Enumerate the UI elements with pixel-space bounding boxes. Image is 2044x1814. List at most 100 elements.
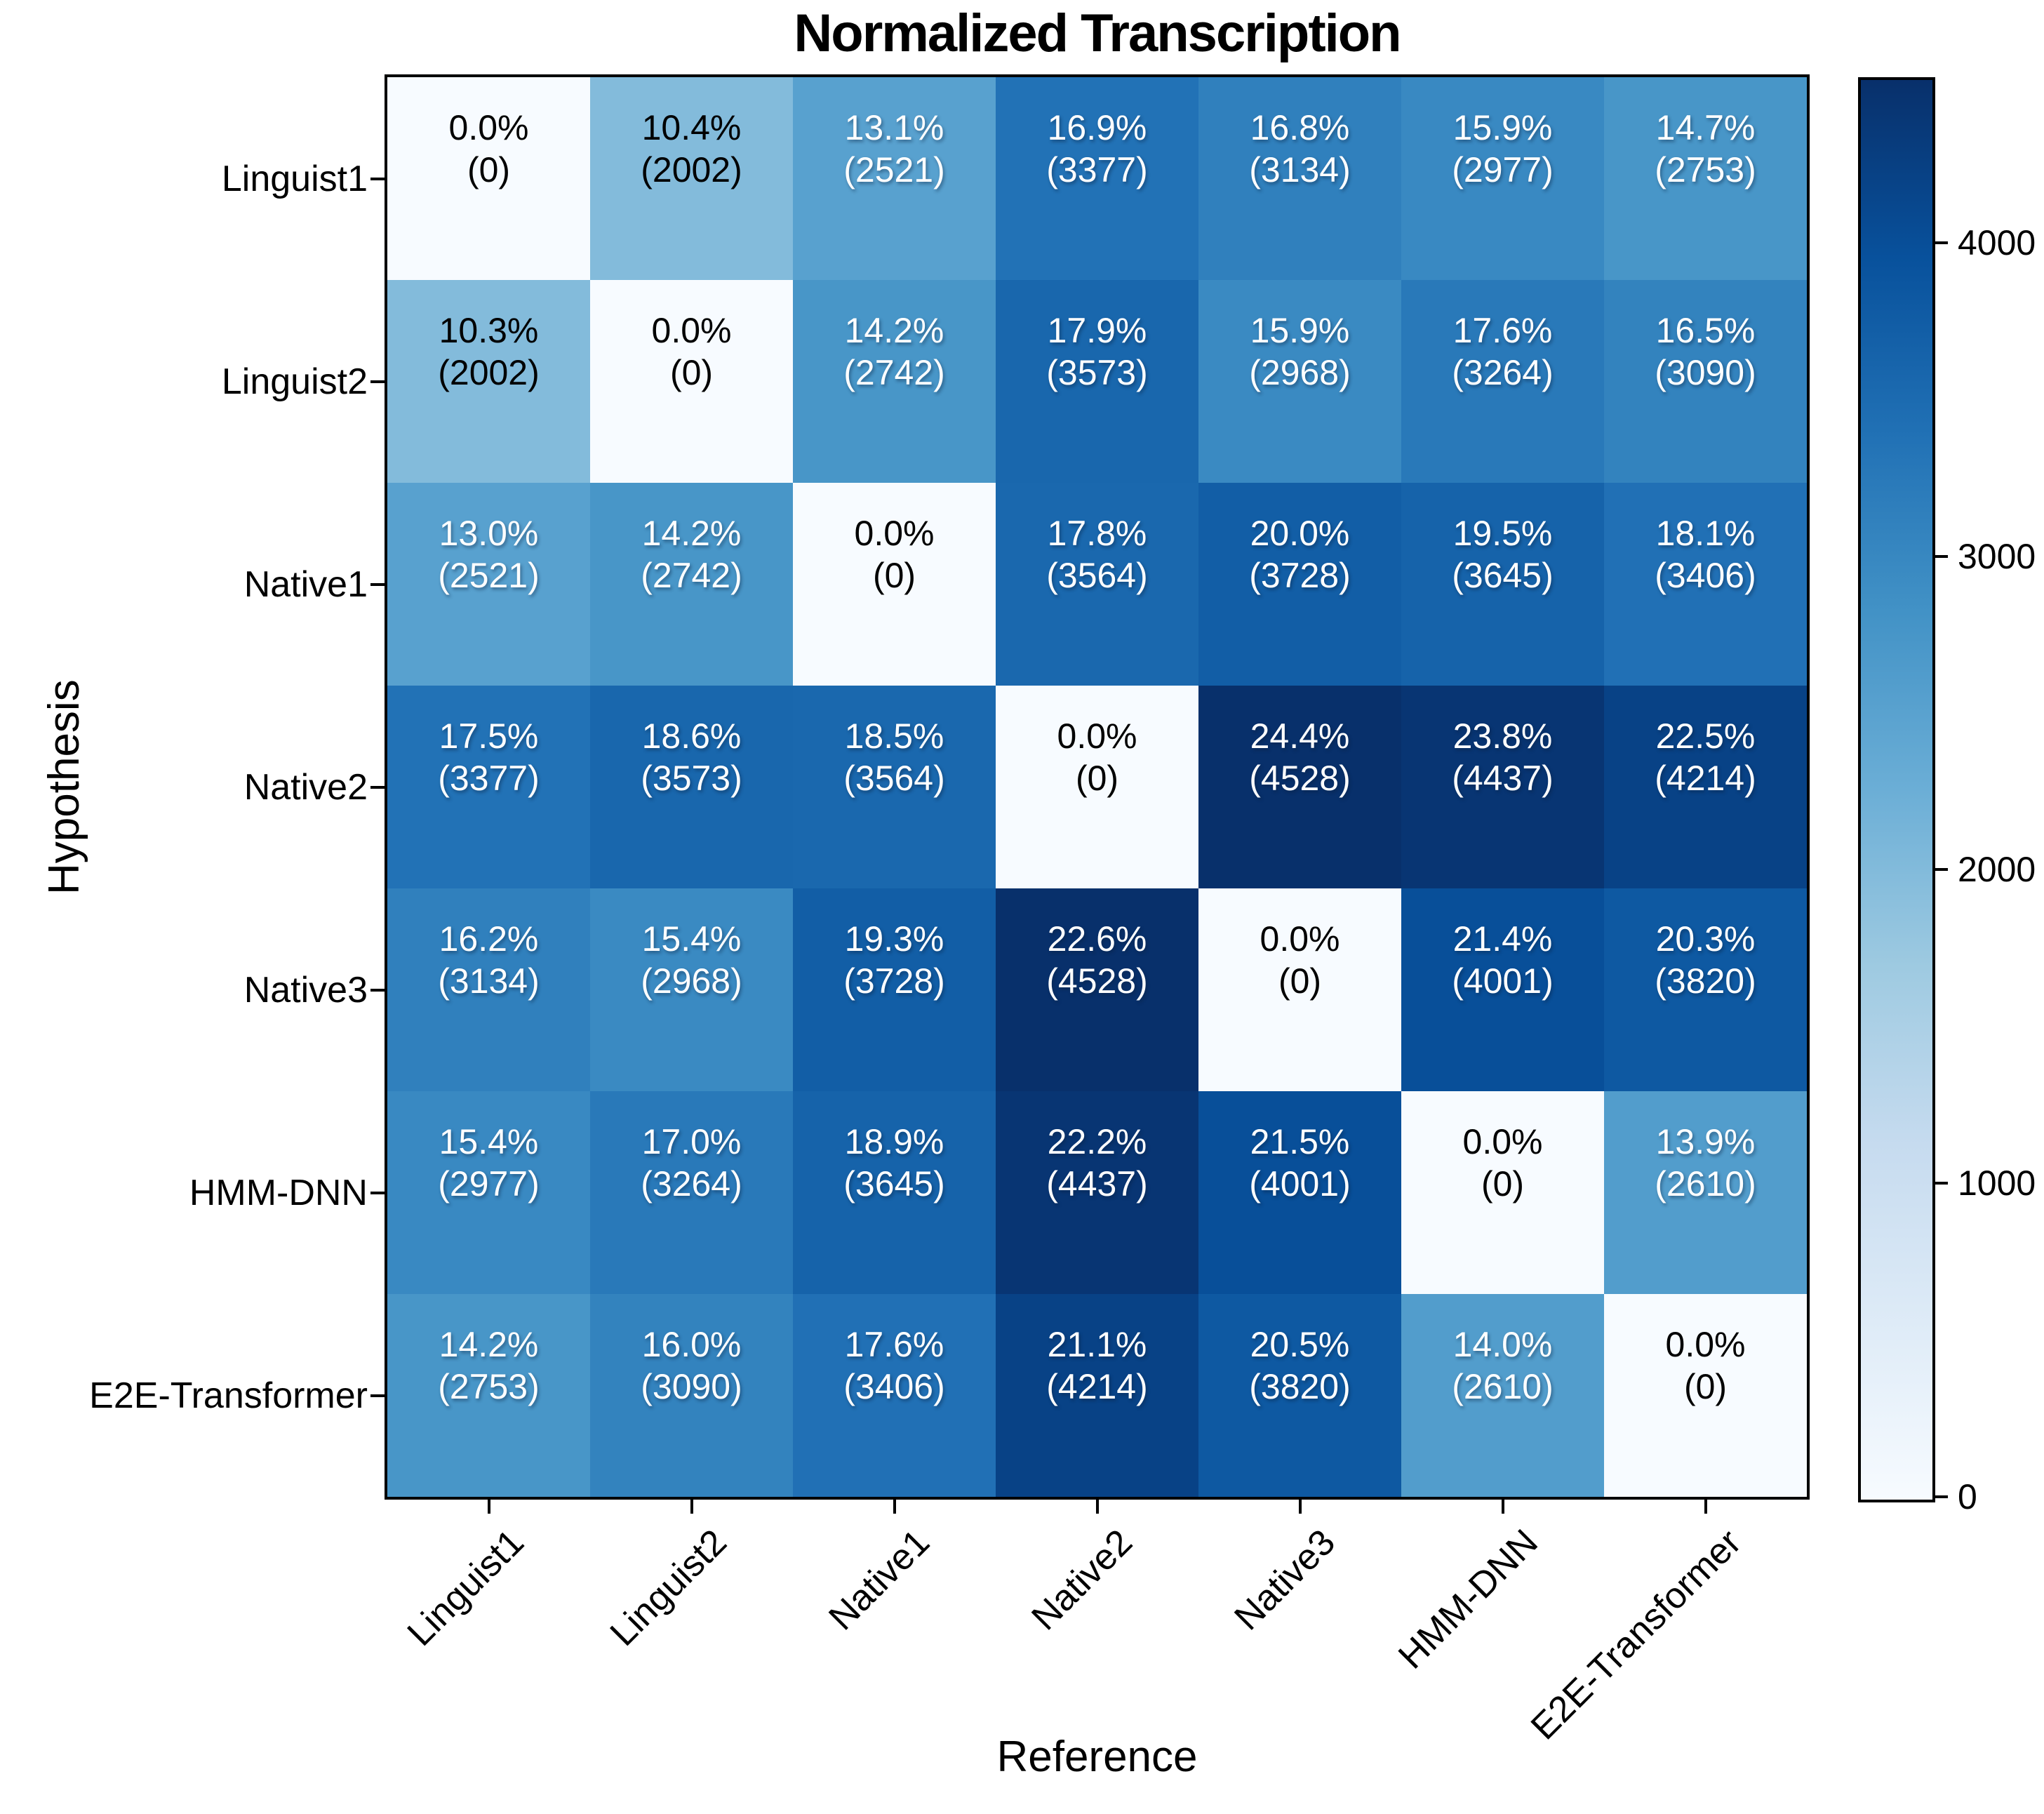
heatmap-cell: 14.7% (2753) (1604, 77, 1807, 280)
heatmap-cell: 21.5% (4001) (1198, 1091, 1401, 1294)
heatmap-cell: 10.3% (2002) (387, 280, 590, 483)
heatmap-cell: 0.0% (0) (387, 77, 590, 280)
cell-count: (3134) (438, 961, 540, 1001)
heatmap-cell: 20.3% (3820) (1604, 888, 1807, 1091)
heatmap-cell: 16.8% (3134) (1198, 77, 1401, 280)
colorbar-tick-label: 4000 (1958, 222, 2036, 262)
cell-percent: 16.8% (1250, 108, 1350, 147)
cell-count: (3820) (1655, 961, 1756, 1001)
heatmap-grid: 0.0% (0) 10.4% (2002) 13.1% (2521) 16.9% (3377)… (387, 77, 1807, 1497)
cell-count: (3645) (843, 1164, 945, 1203)
y-tick-mark (370, 582, 386, 586)
cell-percent: 18.5% (844, 716, 944, 756)
cell-percent: 15.9% (1452, 108, 1553, 147)
cell-count: (3573) (1046, 353, 1148, 392)
cell-count: (2977) (438, 1164, 540, 1203)
cell-percent: 18.1% (1655, 514, 1756, 553)
cell-percent: 24.4% (1250, 716, 1350, 756)
heatmap-cell: 14.2% (2742) (793, 280, 996, 483)
heatmap-cell: 24.4% (4528) (1198, 686, 1401, 888)
heatmap-cell: 0.0% (0) (793, 483, 996, 686)
heatmap-cell: 17.6% (3264) (1401, 280, 1604, 483)
heatmap-cell: 15.9% (2977) (1401, 77, 1604, 280)
cell-percent: 17.9% (1047, 311, 1147, 350)
cell-count: (3728) (843, 961, 945, 1001)
cell-count: (2610) (1452, 1367, 1554, 1406)
cell-percent: 21.1% (1047, 1325, 1147, 1364)
colorbar-tick-label: 0 (1958, 1477, 1977, 1516)
cell-percent: 14.7% (1655, 108, 1756, 147)
x-tick-label: Native1 (821, 1521, 938, 1639)
cell-percent: 14.2% (844, 311, 944, 350)
cell-percent: 17.5% (439, 716, 539, 756)
cell-count: (2610) (1655, 1164, 1756, 1203)
cell-count: (3377) (1046, 150, 1148, 189)
y-tick-mark (370, 380, 386, 383)
cell-count: (3406) (1655, 556, 1756, 595)
cell-count: (4001) (1249, 1164, 1351, 1203)
cell-count: (2742) (843, 353, 945, 392)
cell-percent: 0.0% (1260, 919, 1340, 959)
y-tick-label: Native3 (243, 969, 368, 1011)
heatmap-cell: 16.0% (3090) (590, 1294, 793, 1497)
cell-percent: 16.2% (439, 919, 539, 959)
heatmap-cell: 21.4% (4001) (1401, 888, 1604, 1091)
cell-count: (4214) (1046, 1367, 1148, 1406)
heatmap-cell: 10.4% (2002) (590, 77, 793, 280)
cell-percent: 21.4% (1452, 919, 1553, 959)
heatmap-cell: 13.1% (2521) (793, 77, 996, 280)
x-tick-label: Native2 (1024, 1521, 1141, 1639)
heatmap-cell: 18.5% (3564) (793, 686, 996, 888)
cell-count: (0) (669, 353, 714, 392)
cell-count: (2968) (641, 961, 742, 1001)
heatmap-cell: 22.5% (4214) (1604, 686, 1807, 888)
heatmap-cell: 14.2% (2742) (590, 483, 793, 686)
heatmap-cell: 0.0% (0) (590, 280, 793, 483)
cell-percent: 16.5% (1655, 311, 1756, 350)
cell-percent: 18.6% (641, 716, 742, 756)
heatmap-cell: 21.1% (4214) (996, 1294, 1198, 1497)
cell-count: (3264) (641, 1164, 742, 1203)
cell-percent: 15.4% (439, 1122, 539, 1161)
heatmap-cell: 20.0% (3728) (1198, 483, 1401, 686)
colorbar (1858, 77, 1935, 1502)
heatmap-cell: 18.9% (3645) (793, 1091, 996, 1294)
cell-count: (4437) (1046, 1164, 1148, 1203)
cell-percent: 18.9% (844, 1122, 944, 1161)
colorbar-tick-label: 3000 (1958, 536, 2036, 576)
heatmap-cell: 19.5% (3645) (1401, 483, 1604, 686)
colorbar-tick-mark (1934, 241, 1948, 244)
cell-count: (2968) (1249, 353, 1351, 392)
cell-percent: 17.0% (641, 1122, 742, 1161)
heatmap-cell: 13.0% (2521) (387, 483, 590, 686)
heatmap-cell: 19.3% (3728) (793, 888, 996, 1091)
cell-percent: 0.0% (651, 311, 732, 350)
cell-count: (2521) (438, 556, 540, 595)
cell-count: (4437) (1452, 759, 1554, 798)
cell-percent: 16.0% (641, 1325, 742, 1364)
cell-percent: 0.0% (1462, 1122, 1543, 1161)
cell-count: (3134) (1249, 150, 1351, 189)
cell-count: (4214) (1655, 759, 1756, 798)
heatmap-cell: 13.9% (2610) (1604, 1091, 1807, 1294)
cell-count: (0) (1278, 961, 1322, 1001)
x-tick-mark (1501, 1498, 1504, 1514)
cell-count: (2002) (641, 150, 742, 189)
cell-percent: 13.9% (1655, 1122, 1756, 1161)
cell-count: (4528) (1046, 961, 1148, 1001)
heatmap-cell: 17.0% (3264) (590, 1091, 793, 1294)
heatmap-cell: 0.0% (0) (1604, 1294, 1807, 1497)
cell-count: (0) (467, 150, 511, 189)
x-tick-mark (893, 1498, 896, 1514)
cell-percent: 22.2% (1047, 1122, 1147, 1161)
y-tick-mark (370, 1394, 386, 1397)
cell-count: (3264) (1452, 353, 1554, 392)
x-tick-mark (487, 1498, 490, 1514)
cell-count: (3564) (1046, 556, 1148, 595)
heatmap-cell: 15.4% (2977) (387, 1091, 590, 1294)
cell-count: (4528) (1249, 759, 1351, 798)
x-tick-mark (690, 1498, 693, 1514)
y-tick-mark (370, 988, 386, 992)
heatmap-cell: 17.5% (3377) (387, 686, 590, 888)
cell-percent: 15.9% (1250, 311, 1350, 350)
